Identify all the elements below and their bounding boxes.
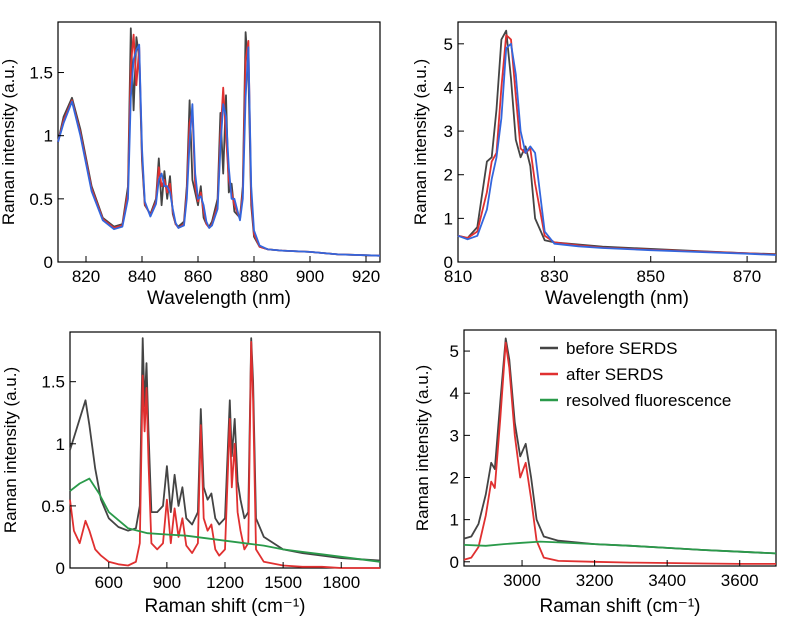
legend-entry-resolved-fluorescence: resolved fluorescence	[540, 391, 731, 410]
y-tick-label: 1.5	[41, 373, 65, 392]
series-line-1	[57, 33, 381, 257]
x-tick-label: 3200	[576, 571, 614, 590]
x-tick-label: 870	[733, 267, 761, 286]
series-line-2	[57, 43, 381, 257]
x-tick-label: 1800	[322, 573, 360, 592]
y-axis-label: Raman intensity (a.u.)	[411, 59, 430, 225]
legend-label: before SERDS	[566, 339, 678, 358]
plot-area	[69, 337, 381, 569]
x-tick-label: 920	[352, 267, 380, 286]
x-tick-label: 1500	[264, 573, 302, 592]
y-ticks: 0 1 2 3 4 5	[450, 342, 470, 572]
legend: before SERDS after SERDS resolved fluore…	[540, 339, 731, 410]
series-line-2	[463, 540, 777, 555]
x-tick-label: 820	[72, 267, 100, 286]
y-tick-label: 5	[450, 342, 459, 361]
series-line-1	[463, 341, 776, 565]
y-tick-label: 2	[444, 166, 453, 185]
y-axis-label: Raman intensity (a.u.)	[413, 365, 432, 531]
y-tick-label: 0	[444, 253, 453, 272]
y-tick-label: 0.5	[29, 190, 53, 209]
legend-entry-after-serds: after SERDS	[540, 365, 663, 384]
x-ticks: 810 830 850 870	[444, 256, 761, 286]
y-tick-label: 1	[444, 209, 453, 228]
x-tick-label: 810	[444, 267, 472, 286]
series-line-1	[69, 341, 380, 569]
x-tick-label: 850	[637, 267, 665, 286]
x-ticks: 600 900 1200 1500 1800	[95, 562, 360, 592]
x-ticks: 3000 3200 3400 3600	[503, 560, 759, 590]
y-ticks: 0 0.5 1 1.5	[29, 64, 64, 272]
y-tick-label: 3	[450, 426, 459, 445]
y-tick-label: 3	[444, 122, 453, 141]
series-line-2	[457, 42, 777, 256]
x-axis-label: Wavelength (nm)	[545, 288, 689, 309]
y-tick-label: 0	[44, 253, 53, 272]
axes-frame	[457, 21, 777, 263]
x-tick-label: 830	[540, 267, 568, 286]
y-tick-label: 0	[56, 559, 65, 578]
x-axis-label: Wavelength (nm)	[147, 288, 291, 309]
y-tick-label: 1	[450, 511, 459, 530]
y-tick-label: 1	[56, 435, 65, 454]
x-tick-label: 860	[184, 267, 212, 286]
x-tick-label: 900	[296, 267, 324, 286]
legend-entry-before-serds: before SERDS	[540, 339, 678, 358]
y-tick-label: 5	[444, 35, 453, 54]
x-tick-label: 600	[95, 573, 123, 592]
plot-area	[457, 29, 777, 256]
x-tick-label: 3000	[503, 571, 541, 590]
plot-area	[57, 27, 381, 257]
plot-area	[463, 337, 777, 565]
x-tick-label: 880	[240, 267, 268, 286]
x-tick-label: 1200	[206, 573, 244, 592]
y-axis-label: Raman intensity (a.u.)	[1, 367, 20, 533]
panel-top-right: 810 830 850 870 0 1 2 3 4 5 Wavelength (nm) Rama…	[411, 21, 777, 309]
panel-top-left: 820 840 860 880 900 920 0 0.5 1 1.5 Wavelength (…	[0, 21, 381, 309]
y-tick-label: 2	[450, 469, 459, 488]
panel-bottom-left: 600 900 1200 1500 1800 0 0.5 1 1.5 Raman shift …	[1, 331, 381, 617]
x-tick-label: 3600	[721, 571, 759, 590]
y-ticks: 0 0.5 1 1.5	[41, 373, 76, 578]
y-tick-label: 1.5	[29, 64, 53, 83]
y-axis-label: Raman intensity (a.u.)	[0, 59, 18, 225]
x-axis-label: Raman shift (cm⁻¹)	[145, 596, 306, 617]
y-tick-label: 0.5	[41, 497, 65, 516]
panel-bottom-right: 3000 3200 3400 3600 0 1 2 3 4 5 Raman shift (cm⁻…	[413, 329, 777, 617]
x-tick-label: 3400	[648, 571, 686, 590]
legend-label: after SERDS	[566, 365, 663, 384]
y-tick-label: 1	[44, 127, 53, 146]
x-ticks: 820 840 860 880 900 920	[72, 256, 380, 286]
x-tick-label: 840	[128, 267, 156, 286]
y-ticks: 0 1 2 3 4 5	[444, 35, 464, 272]
series-line-0	[57, 27, 381, 257]
y-tick-label: 4	[444, 78, 453, 97]
x-tick-label: 900	[153, 573, 181, 592]
axes-frame	[463, 329, 777, 567]
y-tick-label: 4	[450, 384, 459, 403]
legend-label: resolved fluorescence	[566, 391, 731, 410]
y-tick-label: 0	[450, 553, 459, 572]
x-axis-label: Raman shift (cm⁻¹)	[540, 596, 701, 617]
series-line-2	[69, 477, 381, 563]
